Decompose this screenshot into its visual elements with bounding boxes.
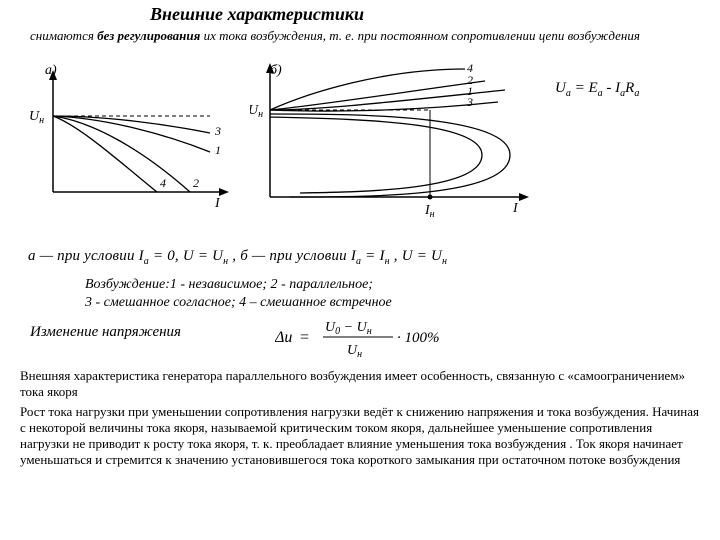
svg-text:1: 1	[215, 143, 221, 157]
svg-text:3: 3	[466, 95, 473, 109]
svg-text:Δu: Δu	[275, 329, 292, 346]
svg-text:4: 4	[160, 176, 166, 190]
legend-line-1: Возбуждение:1 - независимое; 2 - паралле…	[85, 276, 645, 294]
svg-text:=: =	[299, 329, 310, 346]
svg-text:U0 − Uн: U0 − Uн	[325, 320, 372, 337]
page-title: Внешние характеристики	[150, 4, 364, 25]
paragraph-1: Внешняя характеристика генератора паралл…	[20, 368, 700, 400]
svg-text:· 100%: · 100%	[397, 330, 440, 346]
svg-text:3: 3	[214, 124, 221, 138]
subtitle-t2: без регулирования	[97, 28, 200, 43]
subtitle-t1: снимаются	[30, 28, 97, 43]
chart-a: а) Uн 3 1 2 4 I	[25, 62, 235, 222]
delta-u-formula: Δu = U0 − Uн Uн · 100%	[275, 314, 475, 364]
legend-line-2: 3 - смешанное согласное; 4 – смешанное в…	[85, 294, 645, 312]
chart-b: б) Uн 4 2 1 3 I Iн	[250, 62, 540, 237]
subtitle: снимаются без регулирования их тока возб…	[30, 28, 670, 44]
excitation-legend: Возбуждение:1 - независимое; 2 - паралле…	[85, 276, 645, 312]
paragraph-2: Рост тока нагрузки при уменьшении сопрот…	[20, 404, 700, 467]
delta-u-label: Изменение напряжения	[30, 324, 181, 341]
subtitle-t3: их тока возбуждения, т. е. при постоянно…	[200, 28, 640, 43]
armature-equation: Ua = Ea - IaRa	[555, 80, 639, 99]
svg-text:Uн: Uн	[347, 343, 362, 360]
svg-text:Uн: Uн	[29, 109, 44, 126]
svg-text:Uн: Uн	[250, 103, 263, 120]
charts-area: а) Uн 3 1 2 4 I б) Uн	[25, 62, 545, 232]
conditions-line: а — при условии Ia = 0, U = Uн , б — при…	[28, 248, 447, 267]
svg-text:Iн: Iн	[424, 203, 435, 220]
svg-text:2: 2	[193, 176, 199, 190]
svg-text:I: I	[214, 196, 221, 211]
svg-text:I: I	[512, 201, 519, 216]
